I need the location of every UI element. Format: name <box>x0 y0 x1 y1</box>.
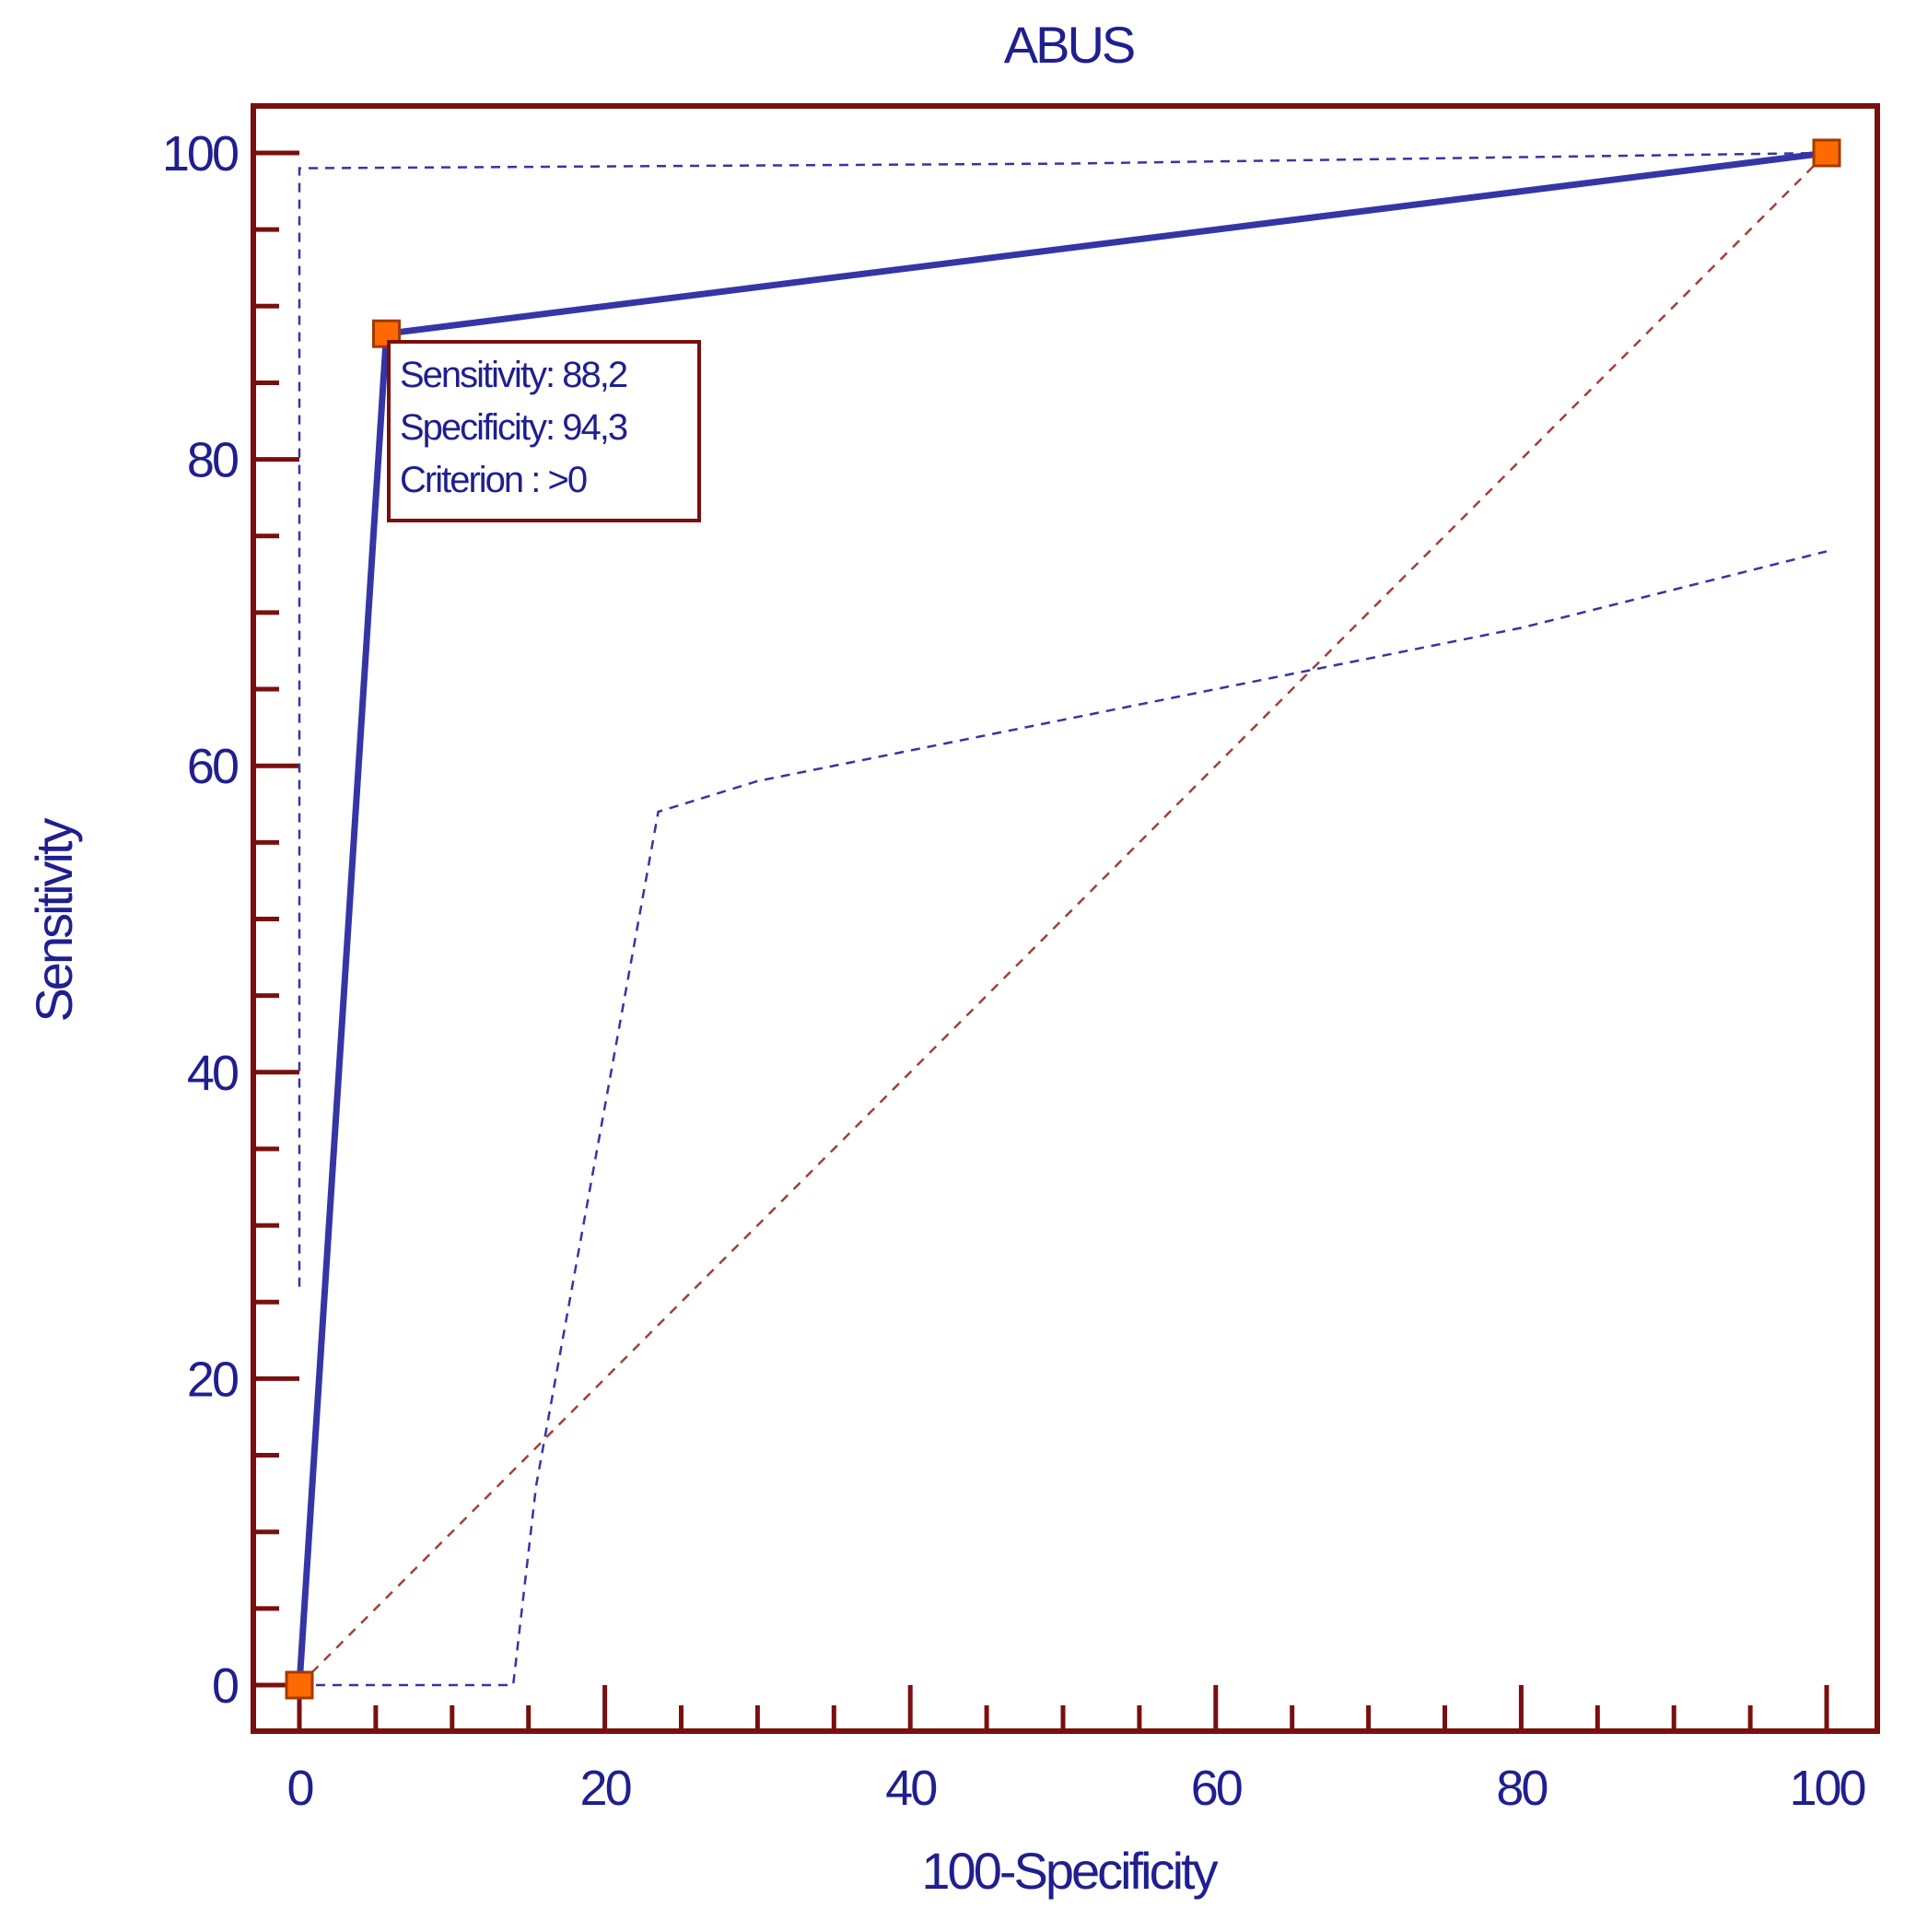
y-tick-label: 80 <box>187 433 238 488</box>
roc-point-marker <box>1812 138 1841 168</box>
y-tick-label: 100 <box>162 126 238 181</box>
x-tick-label: 0 <box>286 1761 312 1816</box>
roc-point-marker <box>285 1670 314 1700</box>
x-tick-label: 20 <box>580 1761 631 1816</box>
y-tick-label: 0 <box>212 1658 238 1714</box>
x-tick-label: 40 <box>885 1761 936 1816</box>
x-tick-label: 100 <box>1789 1761 1864 1816</box>
annotation-box <box>387 340 701 522</box>
y-axis-title: Sensitivity <box>25 817 83 1022</box>
upper-confidence-bound <box>298 151 1828 1287</box>
annotation-specificity: Specificity: 94,3 <box>400 407 627 448</box>
chart-title: ABUS <box>1004 16 1134 74</box>
y-tick-label: 60 <box>187 739 238 794</box>
plot-area: 0 20 40 60 80 100 0 20 40 60 80 100 <box>162 103 1880 1816</box>
roc-point-marker <box>372 319 402 348</box>
y-tick-label: 20 <box>187 1352 238 1407</box>
annotation-callout: Sensitivity: 88,2 Specificity: 94,3 Crit… <box>387 340 701 522</box>
annotation-sensitivity: Sensitivity: 88,2 <box>400 355 627 395</box>
x-axis-title: 100-Specificity <box>921 1842 1218 1900</box>
annotation-criterion: Criterion : >0 <box>400 460 587 500</box>
x-tick-label: 60 <box>1191 1761 1242 1816</box>
x-tick-label: 80 <box>1496 1761 1547 1816</box>
y-tick-label: 40 <box>187 1046 238 1101</box>
lower-confidence-bound <box>299 550 1828 1687</box>
